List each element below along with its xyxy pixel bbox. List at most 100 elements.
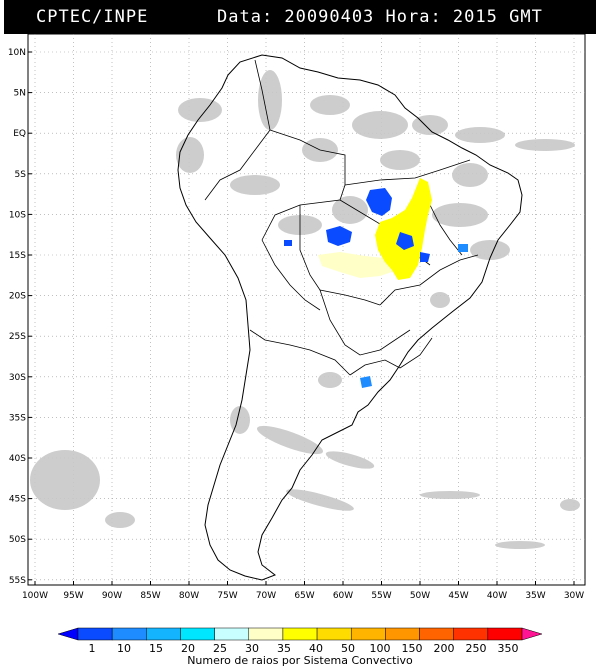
lat-label: 35S (9, 413, 26, 423)
convective-system-blue (366, 188, 392, 216)
scale-segment (350, 627, 386, 641)
convective-system-yellow-light (318, 252, 400, 278)
lat-label: 50S (9, 535, 26, 545)
lat-label: 10N (8, 48, 26, 58)
lon-label: 95W (63, 591, 83, 601)
cloud-patch (515, 139, 575, 151)
cloud-patch (258, 70, 282, 130)
cloud-patch (560, 499, 580, 511)
scale-tick-label: 25 (213, 642, 227, 655)
graticule (28, 34, 585, 585)
lat-label: 5N (14, 89, 26, 99)
legend-caption: Numero de raios por Sistema Convectivo (187, 654, 413, 667)
cloud-patch (286, 489, 354, 511)
scale-segment (487, 627, 523, 641)
cloud-patches (30, 70, 580, 549)
convective-system-yellow (375, 178, 432, 280)
lon-label: 85W (140, 591, 160, 601)
convective-system-blue (284, 240, 292, 246)
scale-tick-label: 30 (245, 642, 259, 655)
lon-label: 70W (256, 591, 276, 601)
cloud-patch (470, 240, 510, 260)
cloud-patch (432, 203, 488, 227)
convective-system-blue (420, 252, 430, 262)
lon-label: 80W (179, 591, 199, 601)
scale-segment (248, 627, 284, 641)
scale-tick-label: 1 (89, 642, 96, 655)
convective-system-blue (360, 376, 372, 388)
cloud-patch (230, 175, 280, 195)
scale-segment (453, 627, 489, 641)
scale-tick-label: 350 (498, 642, 519, 655)
scale-segment (521, 627, 543, 641)
scale-segment (57, 627, 79, 641)
cloud-patch (455, 127, 505, 143)
scale-segment (282, 627, 318, 641)
lat-label: 20S (9, 292, 26, 302)
lon-label: 75W (217, 591, 237, 601)
lon-label: 30W (564, 591, 584, 601)
lat-label: 40S (9, 454, 26, 464)
map-frame (27, 33, 586, 586)
cloud-patch (332, 196, 368, 224)
lat-label: 10S (9, 210, 26, 220)
color-scale-ticks: 1 10 15 20 25 30 35 40 50 100 150 200 250 350 (89, 642, 519, 655)
cloud-patch (176, 137, 204, 173)
source-label: CPTEC/INPE (36, 7, 149, 27)
lon-label: 55W (371, 591, 391, 601)
cloud-patch (495, 541, 545, 549)
scale-tick-label: 20 (181, 642, 195, 655)
cloud-patch (178, 98, 222, 122)
convective-system-blue (396, 232, 414, 250)
scale-tick-label: 15 (149, 642, 163, 655)
scale-segment (180, 627, 215, 641)
cloud-patch (380, 150, 420, 170)
scale-segment (214, 627, 250, 641)
lon-label: 90W (102, 591, 122, 601)
cloud-patch (430, 292, 450, 308)
scale-segment (316, 627, 352, 641)
cloud-patch (325, 451, 375, 469)
convective-system-blue (458, 244, 468, 252)
lon-label: 45W (448, 591, 468, 601)
cloud-patch (352, 111, 408, 139)
lat-label: 30S (9, 373, 26, 383)
cloud-patch (30, 450, 100, 510)
scale-segment (111, 627, 147, 641)
lon-label: 50W (410, 591, 430, 601)
map-header: CPTEC/INPE Data: 20090403 Hora: 2015 GMT (4, 0, 596, 34)
cloud-patch (412, 115, 448, 135)
scale-tick-label: 100 (370, 642, 391, 655)
lat-label: 15S (9, 251, 26, 261)
lat-label: 25S (9, 332, 26, 342)
country-borders (204, 59, 479, 376)
cloud-patch (318, 372, 342, 388)
cloud-patch (420, 491, 480, 499)
lon-label: 60W (333, 591, 353, 601)
convective-system-blue (326, 226, 352, 246)
cloud-patch (452, 163, 488, 187)
longitude-labels: 100W 95W 90W 85W 80W 75W 70W 65W 60W 55W 50W 45W 40W… (22, 591, 584, 601)
lat-label: EQ (13, 129, 26, 139)
scale-segment (146, 627, 181, 641)
scale-tick-label: 10 (117, 642, 131, 655)
scale-tick-label: 250 (466, 642, 487, 655)
scale-segment (77, 627, 113, 641)
scale-tick-label: 50 (341, 642, 355, 655)
south-america-coastline (177, 54, 523, 581)
scale-tick-label: 150 (402, 642, 423, 655)
lon-label: 65W (294, 591, 314, 601)
cloud-patch (310, 95, 350, 115)
cloud-patch (256, 425, 324, 455)
color-scale-bar (57, 627, 543, 641)
lat-label: 55S (9, 576, 26, 586)
datetime-label: Data: 20090403 Hora: 2015 GMT (217, 7, 543, 27)
lon-label: 35W (525, 591, 545, 601)
lat-label: 5S (15, 170, 27, 180)
scale-tick-label: 40 (309, 642, 323, 655)
lon-label: 40W (487, 591, 507, 601)
cloud-patch (105, 512, 135, 528)
latitude-labels: 10N 5N EQ 5S 10S 15S 20S 25S 30S 35S 40S 45S 50S 55S (8, 48, 26, 586)
scale-segment (385, 627, 420, 641)
